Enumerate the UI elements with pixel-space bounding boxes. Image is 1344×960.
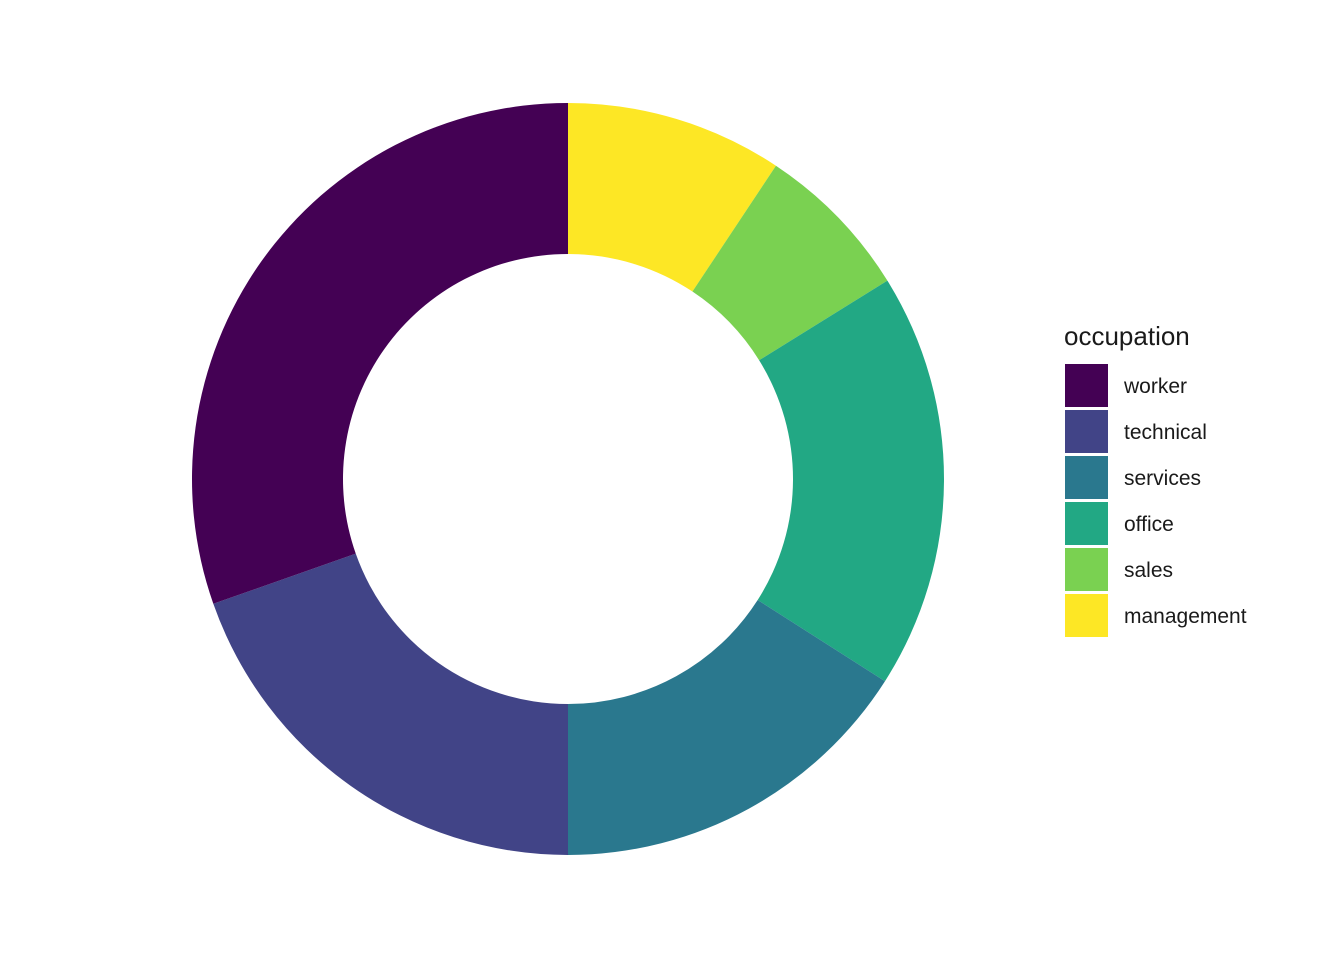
slice-worker (191, 103, 569, 604)
legend: occupation worker technical services office… (1064, 321, 1247, 637)
legend-key-management (1065, 594, 1108, 637)
donut-slices (191, 103, 944, 855)
legend-label-technical: technical (1124, 421, 1207, 444)
legend-title: occupation (1064, 321, 1190, 351)
legend-items: worker technical services office sales manage… (1065, 364, 1247, 637)
legend-label-worker: worker (1123, 375, 1187, 398)
legend-key-sales (1065, 548, 1108, 591)
legend-label-management: management (1124, 605, 1247, 628)
legend-key-worker (1065, 364, 1108, 407)
slice-management (568, 103, 776, 292)
legend-label-sales: sales (1124, 559, 1173, 582)
slice-sales (692, 165, 888, 361)
slice-office (757, 280, 944, 682)
legend-key-technical (1065, 410, 1108, 453)
legend-key-services (1065, 456, 1108, 499)
legend-label-services: services (1124, 467, 1201, 490)
legend-label-office: office (1124, 513, 1174, 536)
slice-technical (213, 553, 568, 855)
slice-services (568, 600, 885, 855)
legend-key-office (1065, 502, 1108, 545)
